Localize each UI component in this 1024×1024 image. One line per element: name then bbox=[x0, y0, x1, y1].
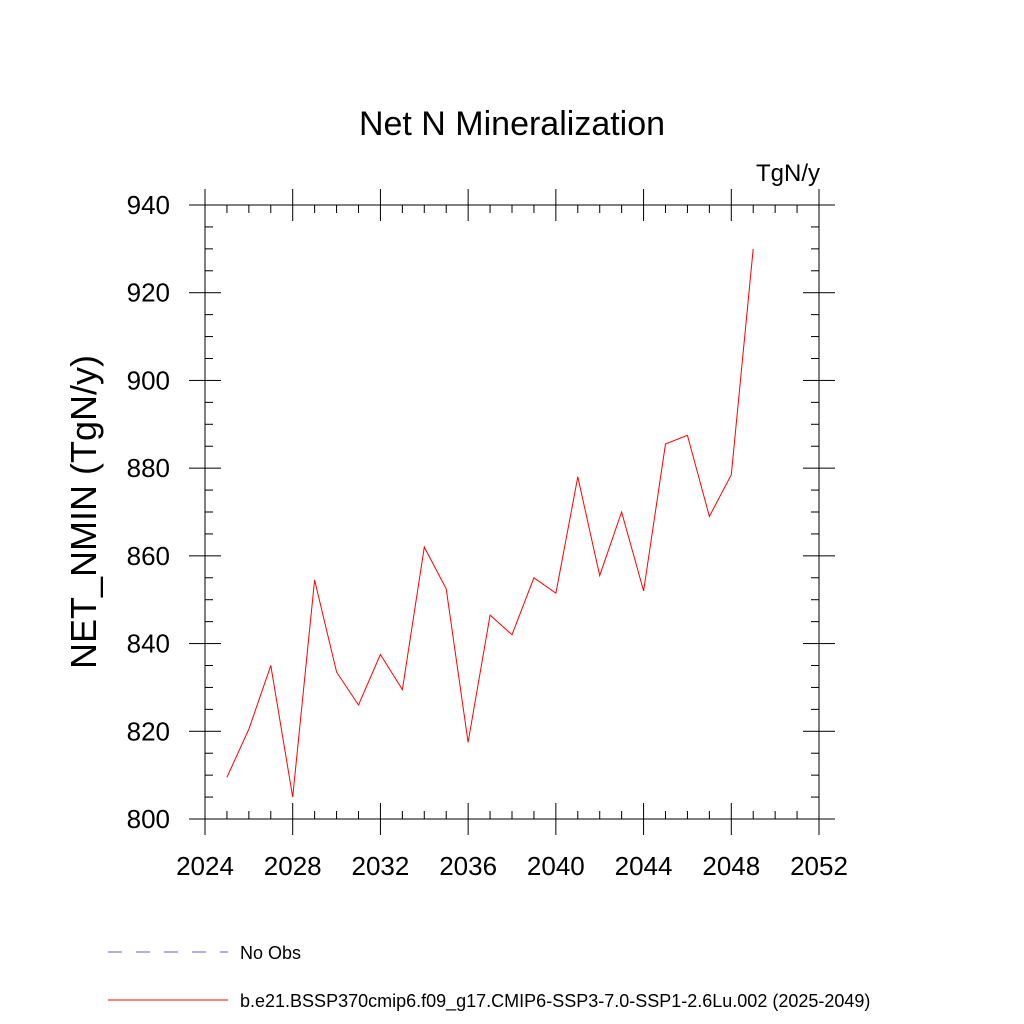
x-tick-label: 2024 bbox=[176, 851, 234, 881]
series-line bbox=[226, 248, 754, 798]
x-tick-label: 2048 bbox=[702, 851, 760, 881]
y-tick-label: 860 bbox=[127, 541, 170, 571]
x-tick-label: 2040 bbox=[527, 851, 585, 881]
legend-label: b.e21.BSSP370cmip6.f09_g17.CMIP6-SSP3-7.… bbox=[240, 991, 870, 1012]
x-tick-labels: 2024 2028 2032 2036 2040 2044 2048 2052 bbox=[176, 851, 848, 881]
y-axis-label: NET_NMIN (TgN/y) bbox=[63, 355, 104, 669]
y-tick-label: 900 bbox=[127, 365, 170, 395]
series-lines bbox=[226, 248, 754, 798]
y-tick-label: 840 bbox=[127, 629, 170, 659]
y-tick-labels: 800 820 840 860 880 900 920 940 bbox=[127, 190, 170, 834]
x-tick-label: 2032 bbox=[352, 851, 410, 881]
x-tick-label: 2036 bbox=[439, 851, 497, 881]
legend-label: No Obs bbox=[240, 943, 301, 963]
y-tick-label: 880 bbox=[127, 453, 170, 483]
x-tick-label: 2028 bbox=[264, 851, 322, 881]
chart-title: Net N Mineralization bbox=[359, 105, 665, 143]
y-tick-label: 920 bbox=[127, 278, 170, 308]
y-tick-label: 820 bbox=[127, 716, 170, 746]
y-tick-label: 800 bbox=[127, 804, 170, 834]
legend: No Obs b.e21.BSSP370cmip6.f09_g17.CMIP6-S… bbox=[108, 943, 870, 1012]
plot-frame bbox=[204, 204, 820, 820]
axis-ticks bbox=[189, 189, 835, 835]
units-label: TgN/y bbox=[756, 160, 820, 187]
x-tick-label: 2044 bbox=[615, 851, 673, 881]
y-tick-label: 940 bbox=[127, 190, 170, 220]
x-tick-label: 2052 bbox=[790, 851, 848, 881]
